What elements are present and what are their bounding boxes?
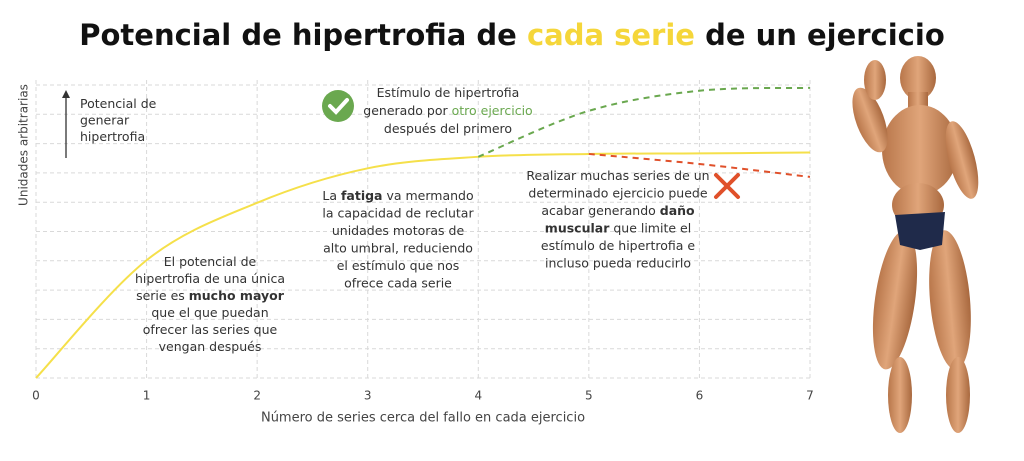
- text-segment: Estímulo de hipertrofia: [377, 85, 520, 100]
- x-tick-label: 7: [806, 389, 814, 403]
- annotation-line: el estímulo que nos: [337, 258, 460, 273]
- annotation-line: hipertrofia de una única: [135, 271, 285, 286]
- x-tick-label: 4: [474, 389, 482, 403]
- annotation-line: determinado ejercicio puede: [528, 185, 707, 200]
- text-segment: que el que puedan: [151, 305, 268, 320]
- annotation-line: alto umbral, reduciendo: [323, 240, 473, 255]
- x-tick-label: 0: [32, 389, 40, 403]
- x-tick-label: 3: [364, 389, 372, 403]
- text-segment: otro ejercicio: [452, 103, 533, 118]
- text-segment: Potencial de: [80, 96, 157, 111]
- x-axis-label: Número de series cerca del fallo en cada…: [261, 411, 585, 426]
- text-segment: Realizar muchas series de un: [526, 168, 709, 183]
- annotation-line: muscular que limite el: [545, 220, 691, 235]
- text-segment: de un ejercicio: [695, 18, 945, 52]
- text-segment: mucho mayor: [189, 288, 285, 303]
- cross-icon: [714, 173, 740, 199]
- text-segment: determinado ejercicio puede: [528, 185, 707, 200]
- series-line: [588, 152, 811, 178]
- text-segment: cada serie: [527, 18, 695, 52]
- text-segment: El potencial de: [164, 254, 257, 269]
- plot: [35, 86, 811, 379]
- text-segment: vengan después: [159, 339, 262, 354]
- text-segment: generado por: [363, 103, 451, 118]
- annotation-line: vengan después: [159, 339, 262, 354]
- series-line: [35, 151, 811, 379]
- y-axis-label: Unidades arbitrarias: [17, 84, 31, 206]
- text-segment: generar: [80, 112, 130, 127]
- annotation-line: después del primero: [384, 121, 512, 136]
- annotation-line: ofrece cada serie: [344, 275, 452, 290]
- x-tick-label: 1: [143, 389, 151, 403]
- bodybuilder-illustration: [852, 56, 979, 433]
- annotation-line: estímulo de hipertrofia e: [541, 238, 695, 253]
- annotation-line: la capacidad de reclutar: [322, 205, 474, 220]
- text-segment: después del primero: [384, 121, 512, 136]
- text-segment: alto umbral, reduciendo: [323, 240, 473, 255]
- text-segment: daño: [660, 203, 695, 218]
- text-segment: unidades motoras de: [332, 223, 465, 238]
- text-segment: estímulo de hipertrofia e: [541, 238, 695, 253]
- text-segment: va mermando: [383, 188, 474, 203]
- annotation-line: Estímulo de hipertrofia: [377, 85, 520, 100]
- annotation-line: incluso pueda reducirlo: [545, 255, 691, 270]
- text-segment: ofrecer las series que: [143, 322, 278, 337]
- text-segment: La: [322, 188, 341, 203]
- annotation-line: acabar generando daño: [541, 203, 695, 218]
- annotation-line: El potencial de: [164, 254, 257, 269]
- chart-title: Potencial de hipertrofia de cada serie d…: [79, 18, 945, 52]
- annotation-line: Realizar muchas series de un: [526, 168, 709, 183]
- annotation-line: hipertrofia: [80, 129, 145, 144]
- annotation-line: Potencial de: [80, 96, 157, 111]
- annotation-line: unidades motoras de: [332, 223, 465, 238]
- series-line: [477, 86, 811, 158]
- text-segment: que limite el: [609, 220, 691, 235]
- x-tick-label: 2: [253, 389, 261, 403]
- text-segment: ofrece cada serie: [344, 275, 452, 290]
- text-segment: fatiga: [341, 188, 383, 203]
- annotation-line: generar: [80, 112, 130, 127]
- up-arrow: [62, 90, 70, 158]
- text-segment: el estímulo que nos: [337, 258, 460, 273]
- grid: [35, 80, 811, 379]
- text-segment: hipertrofia: [80, 129, 145, 144]
- annotation-line: La fatiga va mermando: [322, 188, 473, 203]
- text-segment: la capacidad de reclutar: [322, 205, 474, 220]
- text-segment: muscular: [545, 220, 610, 235]
- text-segment: serie es: [136, 288, 189, 303]
- annotation-line: serie es mucho mayor: [136, 288, 285, 303]
- x-tick-label: 5: [585, 389, 593, 403]
- x-tick-label: 6: [696, 389, 704, 403]
- annotation-line: generado por otro ejercicio: [363, 103, 532, 118]
- text-segment: hipertrofia de una única: [135, 271, 285, 286]
- check-icon: [322, 90, 354, 122]
- text-segment: acabar generando: [541, 203, 659, 218]
- annotation-line: ofrecer las series que: [143, 322, 278, 337]
- annotation-line: que el que puedan: [151, 305, 268, 320]
- text-segment: incluso pueda reducirlo: [545, 255, 691, 270]
- text-segment: Potencial de hipertrofia de: [79, 18, 527, 52]
